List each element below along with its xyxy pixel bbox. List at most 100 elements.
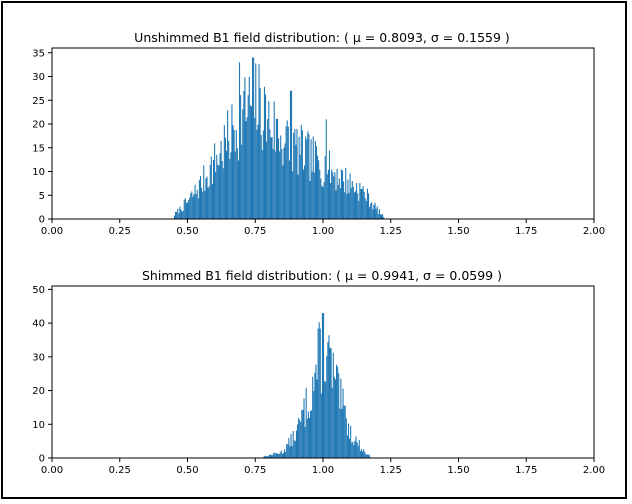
histogram-bar — [305, 387, 307, 458]
histogram-bar — [294, 441, 296, 458]
x-tick-label: 0.00 — [41, 226, 63, 237]
histogram-bar — [272, 455, 274, 458]
histogram-bar — [353, 444, 355, 458]
histogram-bar — [285, 126, 287, 219]
histogram-bar — [298, 418, 300, 458]
histogram-bar — [247, 95, 249, 219]
histogram-bar — [192, 196, 194, 219]
histogram-bar — [297, 174, 299, 219]
histogram-bar — [269, 129, 271, 219]
histogram-bar — [325, 119, 327, 219]
histogram-bar — [198, 180, 200, 219]
histogram-bar — [323, 182, 325, 219]
histogram-bar — [326, 355, 328, 458]
x-tick-label: 0.75 — [244, 465, 266, 476]
histogram-bar — [269, 454, 271, 458]
histogram-bar — [186, 202, 189, 219]
histogram-bar — [310, 139, 312, 219]
histogram-bar — [315, 364, 317, 458]
histogram-bar — [190, 193, 192, 219]
histogram-bar — [365, 454, 367, 458]
histogram-bar — [265, 94, 267, 219]
histogram-bar — [290, 433, 292, 458]
histogram-bar — [199, 176, 202, 219]
histogram-bar — [343, 181, 345, 219]
histogram-bar — [332, 352, 334, 458]
histogram-bar — [322, 187, 324, 219]
histogram-bar — [266, 141, 268, 219]
histogram-bar — [262, 130, 264, 219]
histogram-bar — [357, 445, 359, 458]
histogram-bar — [274, 151, 276, 219]
histogram-bar — [301, 410, 303, 458]
histogram-bar — [300, 124, 302, 219]
histogram-bar — [306, 418, 308, 458]
histogram-bar — [349, 173, 351, 219]
histogram-bar — [327, 169, 329, 219]
histogram-bar — [361, 188, 363, 219]
histogram-bar — [318, 160, 320, 219]
histogram-bar — [308, 133, 310, 219]
y-tick-label: 10 — [32, 167, 45, 178]
histogram-bar — [329, 347, 331, 458]
x-tick-label: 0.75 — [244, 226, 266, 237]
histogram-bar — [271, 137, 273, 219]
unshimmed-chart-title: Unshimmed B1 field distribution: ( μ = 0… — [134, 30, 510, 45]
histogram-bar — [345, 167, 347, 219]
histogram-bar — [320, 393, 322, 458]
histogram-bar — [218, 165, 220, 219]
histogram-bar — [270, 455, 273, 458]
histogram-bar — [210, 156, 212, 219]
histogram-bar — [243, 90, 245, 219]
histogram-bar — [279, 151, 281, 219]
y-tick-label: 5 — [39, 191, 45, 202]
histogram-bar — [319, 169, 321, 219]
histogram-bar — [270, 137, 272, 219]
histogram-bar — [307, 131, 309, 219]
histogram-bar — [237, 160, 239, 219]
histogram-bar — [366, 454, 368, 458]
histogram-bar — [313, 172, 315, 219]
histogram-bar — [314, 141, 316, 219]
histogram-bar — [336, 168, 338, 219]
y-tick-label: 30 — [32, 72, 45, 83]
histogram-bar — [352, 186, 354, 219]
histogram-bar — [305, 136, 307, 219]
histogram-bar — [257, 124, 259, 219]
histogram-bar — [268, 454, 270, 458]
histogram-bar — [240, 95, 242, 219]
histogram-bar — [204, 190, 206, 219]
histogram-bar — [277, 453, 279, 458]
histogram-bar — [178, 213, 180, 219]
histogram-bar — [357, 193, 359, 219]
histogram-bar — [263, 86, 265, 219]
histogram-bar — [286, 120, 288, 219]
histogram-bar — [328, 150, 331, 219]
histogram-bar — [340, 169, 342, 219]
histogram-bar — [288, 160, 290, 219]
histogram-bar — [253, 57, 255, 219]
histogram-bar — [206, 176, 208, 219]
histogram-bar — [300, 421, 302, 458]
histogram-bar — [355, 436, 357, 458]
histogram-bar — [194, 184, 196, 219]
histogram-bar — [344, 405, 346, 458]
histogram-bar — [378, 209, 380, 219]
histogram-bar — [280, 135, 282, 219]
histogram-bar — [341, 170, 344, 219]
x-tick-label: 0.50 — [176, 226, 198, 237]
histogram-bar — [212, 159, 215, 219]
histogram-bar — [267, 455, 269, 458]
histogram-bar — [202, 191, 204, 219]
histogram-bar — [180, 209, 182, 219]
histogram-bar — [177, 208, 179, 219]
histogram-bar — [327, 342, 329, 458]
histogram-bar — [383, 217, 385, 219]
histogram-bar — [298, 136, 300, 219]
y-tick-label: 15 — [32, 143, 45, 154]
y-tick-label: 20 — [32, 386, 45, 397]
histogram-bar — [351, 442, 353, 458]
histogram-bar — [252, 57, 254, 219]
histogram-bar — [309, 180, 311, 219]
histogram-bar — [259, 87, 261, 220]
